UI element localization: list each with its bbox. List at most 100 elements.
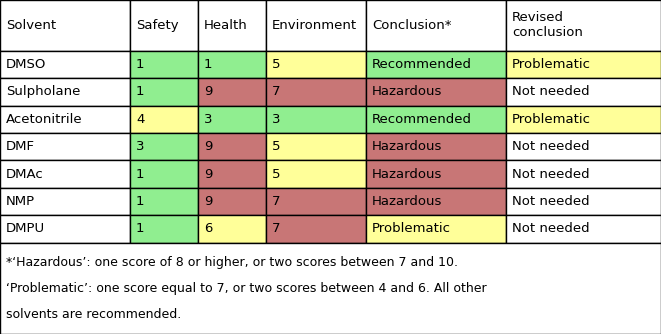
Bar	[130, 78, 198, 106]
Text: *‘Hazardous’: one score of 8 or higher, or two scores between 7 and 10.: *‘Hazardous’: one score of 8 or higher, …	[6, 256, 458, 269]
Text: Hazardous: Hazardous	[372, 140, 442, 153]
Bar	[0, 160, 130, 188]
Text: Not needed: Not needed	[512, 86, 590, 99]
Text: Hazardous: Hazardous	[372, 195, 442, 208]
Bar	[0, 78, 130, 106]
Text: Not needed: Not needed	[512, 140, 590, 153]
Bar	[0, 133, 130, 160]
Bar	[198, 106, 266, 133]
Bar	[506, 133, 661, 160]
Text: Recommended: Recommended	[372, 113, 472, 126]
Bar	[130, 106, 198, 133]
Bar	[266, 215, 366, 242]
Bar	[366, 106, 506, 133]
Text: 3: 3	[136, 140, 145, 153]
Text: 6: 6	[204, 222, 212, 235]
Text: 1: 1	[136, 168, 145, 181]
Bar	[506, 188, 661, 215]
Text: ‘Problematic’: one score equal to 7, or two scores between 4 and 6. All other: ‘Problematic’: one score equal to 7, or …	[6, 282, 486, 295]
Text: Not needed: Not needed	[512, 222, 590, 235]
Text: 7: 7	[272, 222, 280, 235]
Bar	[198, 51, 266, 78]
Bar	[366, 188, 506, 215]
Bar	[198, 133, 266, 160]
Text: 7: 7	[272, 195, 280, 208]
Text: Problematic: Problematic	[372, 222, 451, 235]
Text: 5: 5	[272, 58, 280, 71]
Text: DMSO: DMSO	[6, 58, 46, 71]
Bar	[366, 160, 506, 188]
Bar	[198, 78, 266, 106]
Bar	[506, 78, 661, 106]
Text: 7: 7	[272, 86, 280, 99]
Text: Problematic: Problematic	[512, 58, 591, 71]
Bar	[130, 160, 198, 188]
Text: NMP: NMP	[6, 195, 35, 208]
Text: 1: 1	[136, 58, 145, 71]
Text: Problematic: Problematic	[512, 113, 591, 126]
Text: 4: 4	[136, 113, 144, 126]
Bar	[506, 215, 661, 242]
Text: 5: 5	[272, 140, 280, 153]
Text: 3: 3	[204, 113, 212, 126]
Bar	[506, 0, 661, 51]
Text: Hazardous: Hazardous	[372, 168, 442, 181]
Bar	[266, 106, 366, 133]
Bar	[366, 0, 506, 51]
Text: solvents are recommended.: solvents are recommended.	[6, 308, 181, 321]
Bar	[130, 0, 198, 51]
Bar	[366, 78, 506, 106]
Text: 1: 1	[136, 86, 145, 99]
Bar	[130, 51, 198, 78]
Bar	[0, 0, 130, 51]
Bar	[506, 160, 661, 188]
Bar	[266, 160, 366, 188]
Bar	[130, 215, 198, 242]
Bar	[198, 215, 266, 242]
Bar	[0, 188, 130, 215]
Text: 3: 3	[272, 113, 280, 126]
Text: DMPU: DMPU	[6, 222, 45, 235]
Bar	[0, 51, 130, 78]
Text: Conclusion*: Conclusion*	[372, 19, 451, 32]
Bar	[0, 106, 130, 133]
Text: 9: 9	[204, 86, 212, 99]
Text: Not needed: Not needed	[512, 168, 590, 181]
Text: 1: 1	[136, 222, 145, 235]
Bar	[198, 160, 266, 188]
Bar	[130, 133, 198, 160]
Bar	[366, 215, 506, 242]
Bar	[0, 242, 661, 334]
Text: Acetonitrile: Acetonitrile	[6, 113, 83, 126]
Text: Revised
conclusion: Revised conclusion	[512, 11, 583, 39]
Text: Hazardous: Hazardous	[372, 86, 442, 99]
Bar	[198, 188, 266, 215]
Text: Environment: Environment	[272, 19, 357, 32]
Bar	[266, 188, 366, 215]
Bar	[0, 215, 130, 242]
Text: Safety: Safety	[136, 19, 178, 32]
Text: Sulpholane: Sulpholane	[6, 86, 81, 99]
Text: DMF: DMF	[6, 140, 35, 153]
Bar	[366, 133, 506, 160]
Text: Recommended: Recommended	[372, 58, 472, 71]
Bar	[366, 51, 506, 78]
Text: Health: Health	[204, 19, 248, 32]
Text: 1: 1	[204, 58, 212, 71]
Bar	[266, 0, 366, 51]
Bar	[266, 51, 366, 78]
Text: Solvent: Solvent	[6, 19, 56, 32]
Bar	[266, 78, 366, 106]
Bar	[506, 106, 661, 133]
Text: 1: 1	[136, 195, 145, 208]
Bar	[266, 133, 366, 160]
Bar	[130, 188, 198, 215]
Text: 5: 5	[272, 168, 280, 181]
Text: 9: 9	[204, 140, 212, 153]
Text: 9: 9	[204, 168, 212, 181]
Bar	[198, 0, 266, 51]
Bar	[506, 51, 661, 78]
Text: DMAc: DMAc	[6, 168, 44, 181]
Text: Not needed: Not needed	[512, 195, 590, 208]
Text: 9: 9	[204, 195, 212, 208]
